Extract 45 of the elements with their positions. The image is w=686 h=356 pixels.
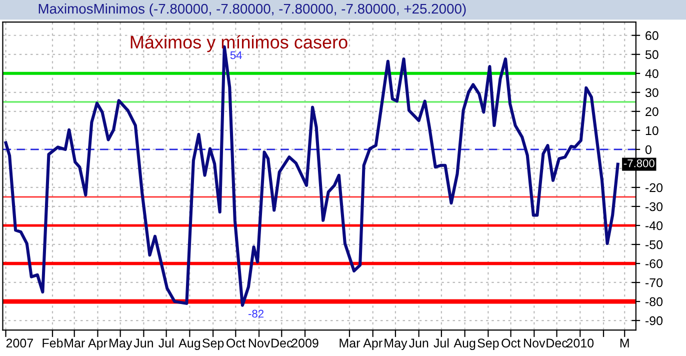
x-tick-label: Aug xyxy=(178,338,200,350)
y-tick-label: 30 xyxy=(645,88,658,98)
y-tick-label: -60 xyxy=(646,259,663,268)
x-tick-label: Jul xyxy=(158,338,174,348)
x-tick-label: Sep xyxy=(202,338,224,350)
y-tick-label: -30 xyxy=(646,202,663,212)
y-tick-label: -70 xyxy=(646,278,663,288)
x-tick-label: Dec xyxy=(272,338,292,348)
x-tick-label: Jun xyxy=(408,338,428,348)
x-tick-label: Nov xyxy=(524,338,546,348)
y-tick-label: -40 xyxy=(646,221,663,230)
y-tick-label: -50 xyxy=(646,240,663,250)
x-tick-label: May xyxy=(384,338,408,350)
y-tick-label: -20 xyxy=(646,183,663,192)
x-tick-label: Mar xyxy=(340,338,360,348)
x-tick-label: Dec xyxy=(546,338,568,348)
x-tick-label: Oct xyxy=(502,338,520,348)
x-tick-label: Aug xyxy=(454,338,476,350)
y-tick-label: 0 xyxy=(645,145,652,154)
data-label: -82 xyxy=(248,310,264,318)
x-tick-label: 2010 xyxy=(566,338,594,348)
y-tick-label: 10 xyxy=(646,126,658,136)
data-label: -7.800 xyxy=(624,159,654,168)
x-tick-label: Jul xyxy=(434,338,449,348)
x-tick-label: Nov xyxy=(248,338,270,348)
x-tick-label: 2007 xyxy=(6,338,33,348)
x-tick-label: M xyxy=(620,338,629,348)
text: Máximos y mínimos casero xyxy=(130,35,348,52)
x-tick-label: 2009 xyxy=(292,338,318,348)
x-tick-label: May xyxy=(110,338,132,350)
y-tick-label: -80 xyxy=(646,297,663,306)
y-tick-label: 20 xyxy=(646,107,658,116)
y-tick-label: 60 xyxy=(646,31,658,40)
x-tick-label: Apr xyxy=(88,338,108,350)
data-label: 54 xyxy=(230,51,242,60)
x-tick-label: Sep xyxy=(478,338,499,350)
y-tick-label: 50 xyxy=(645,50,658,60)
x-tick-label: Oct xyxy=(226,338,246,348)
x-tick-label: Jun xyxy=(134,338,153,348)
chart-subtitle: MaximosMinimos (-7.80000, -7.80000, -7.80000, -7.80000, +25.2000) xyxy=(38,3,466,16)
y-tick-label: 40 xyxy=(645,69,658,78)
x-tick-label: Feb xyxy=(42,338,63,348)
x-tick-label: Apr xyxy=(363,338,382,350)
y-tick-label: -90 xyxy=(646,316,663,326)
x-tick-label: Mar xyxy=(64,338,85,348)
